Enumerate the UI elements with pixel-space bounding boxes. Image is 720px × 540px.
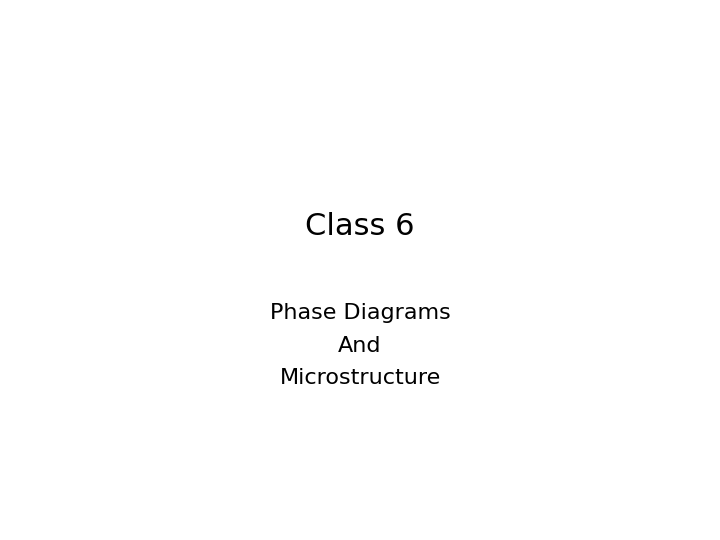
Text: Phase Diagrams
And
Microstructure: Phase Diagrams And Microstructure (269, 303, 451, 388)
Text: Class 6: Class 6 (305, 212, 415, 241)
